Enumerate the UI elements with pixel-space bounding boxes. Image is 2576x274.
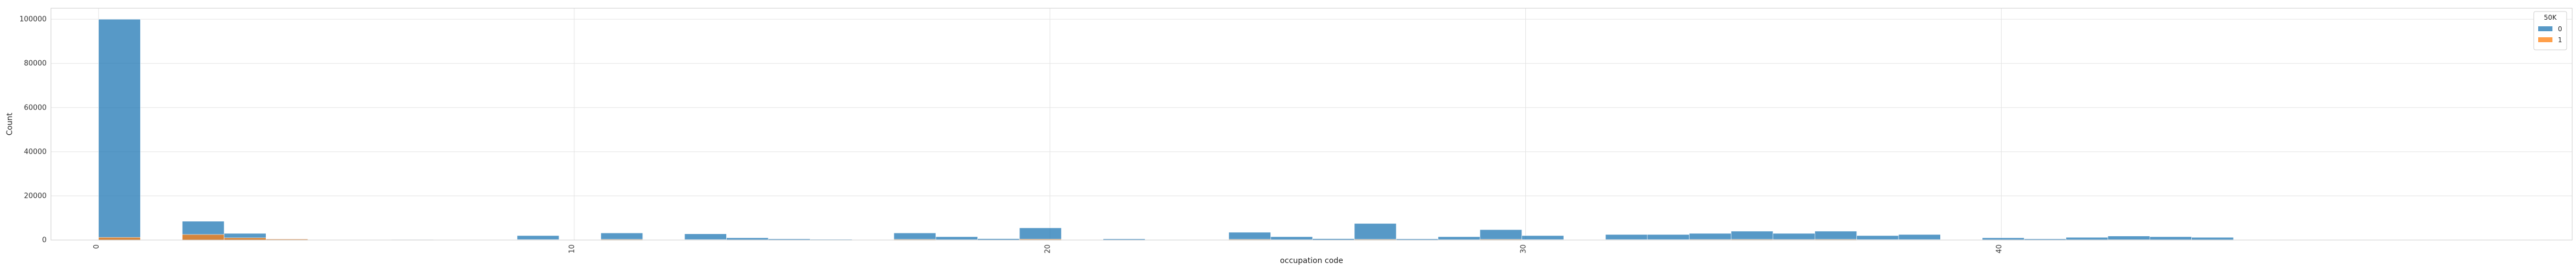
bar-series-0 (98, 19, 141, 241)
bar-series-0 (1773, 233, 1815, 241)
x-tick-label: 0 (93, 244, 101, 249)
bar-series-0 (1521, 235, 1564, 241)
x-axis-label: occupation code (1280, 256, 1343, 265)
bar-series-0 (517, 235, 560, 241)
y-tick-label: 40000 (24, 148, 47, 156)
bar-series-0 (1438, 236, 1480, 241)
bar-series-1 (98, 237, 141, 241)
bar-series-0 (1856, 235, 1899, 241)
bar-series-0 (1354, 223, 1397, 241)
bar-series-0 (1689, 233, 1731, 241)
legend: 50K 01 (2533, 11, 2567, 50)
y-tick-label: 0 (42, 236, 47, 244)
bar-series-0 (1228, 232, 1271, 241)
bar-series-0 (601, 232, 643, 241)
bar-series-0 (1019, 227, 1062, 241)
bar-series-0 (1479, 229, 1522, 241)
bar-series-0 (1647, 234, 1690, 241)
x-tick-label: 40 (1995, 244, 2003, 254)
bar-series-0 (1270, 236, 1313, 241)
bar-series-0 (936, 236, 978, 241)
grid-lines (51, 8, 2572, 241)
y-tick-label: 60000 (24, 104, 47, 112)
legend-title: 50K (2544, 14, 2557, 21)
legend-swatch (2538, 37, 2552, 42)
x-tick-labels: 0 10 20 30 40 (93, 244, 2004, 254)
y-tick-label: 80000 (24, 60, 47, 68)
x-tick-label: 30 (1520, 244, 1528, 254)
y-tick-label: 100000 (19, 15, 47, 24)
x-tick-label: 20 (1044, 244, 1052, 254)
legend-swatch (2538, 26, 2552, 31)
bar-series-1 (224, 237, 266, 241)
y-tick-label: 20000 (24, 192, 47, 200)
bar-series-0 (893, 232, 936, 241)
bar-series-0 (1898, 234, 1941, 241)
bar-series-0 (1731, 231, 1774, 241)
bar-series-0 (1814, 231, 1857, 241)
bar-series-0 (2191, 237, 2234, 241)
bar-series-1 (182, 234, 225, 241)
y-axis-label: Count (5, 112, 14, 135)
bar-series-0 (1605, 234, 1648, 241)
legend-label: 0 (2558, 25, 2562, 33)
bar-series-0 (684, 233, 727, 241)
plot-frame (50, 8, 2573, 241)
bar-series-0 (2066, 237, 2108, 241)
legend-label: 1 (2558, 36, 2562, 44)
bar-series-0 (2149, 236, 2192, 241)
x-tick-label: 10 (568, 244, 577, 254)
bar-series-0 (2107, 236, 2150, 241)
legend-items: 01 (2538, 25, 2562, 44)
histogram-bars (98, 19, 2234, 241)
y-tick-labels: 0 20000 40000 60000 80000 100000 (19, 15, 47, 244)
